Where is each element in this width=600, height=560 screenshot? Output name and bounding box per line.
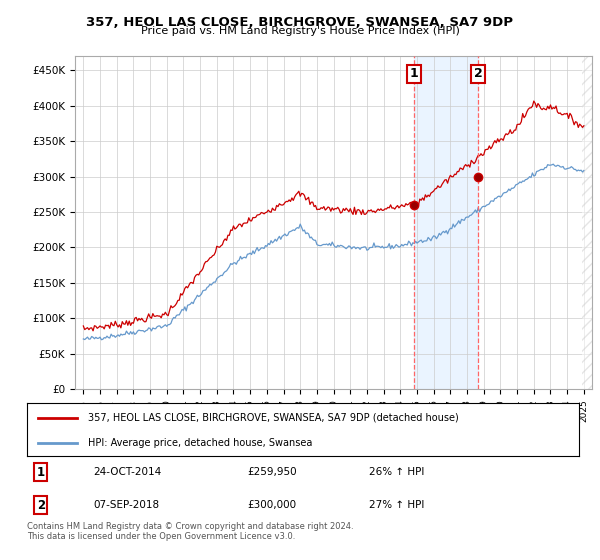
Text: HPI: Average price, detached house, Swansea: HPI: Average price, detached house, Swan…	[88, 438, 312, 448]
Text: 2: 2	[37, 498, 45, 512]
Text: 357, HEOL LAS CLOSE, BIRCHGROVE, SWANSEA, SA7 9DP (detached house): 357, HEOL LAS CLOSE, BIRCHGROVE, SWANSEA…	[88, 413, 458, 423]
Text: 24-OCT-2014: 24-OCT-2014	[93, 467, 161, 477]
Text: 27% ↑ HPI: 27% ↑ HPI	[369, 500, 425, 510]
Text: Price paid vs. HM Land Registry's House Price Index (HPI): Price paid vs. HM Land Registry's House …	[140, 26, 460, 36]
Text: 1: 1	[37, 465, 45, 479]
Text: 07-SEP-2018: 07-SEP-2018	[93, 500, 160, 510]
Text: 2: 2	[474, 67, 482, 80]
Text: £259,950: £259,950	[248, 467, 298, 477]
Text: £300,000: £300,000	[248, 500, 297, 510]
Bar	[413, 56, 478, 389]
Text: 357, HEOL LAS CLOSE, BIRCHGROVE, SWANSEA, SA7 9DP: 357, HEOL LAS CLOSE, BIRCHGROVE, SWANSEA…	[86, 16, 514, 29]
Text: Contains HM Land Registry data © Crown copyright and database right 2024.
This d: Contains HM Land Registry data © Crown c…	[27, 522, 353, 542]
Text: 26% ↑ HPI: 26% ↑ HPI	[369, 467, 425, 477]
Text: 1: 1	[409, 67, 418, 80]
